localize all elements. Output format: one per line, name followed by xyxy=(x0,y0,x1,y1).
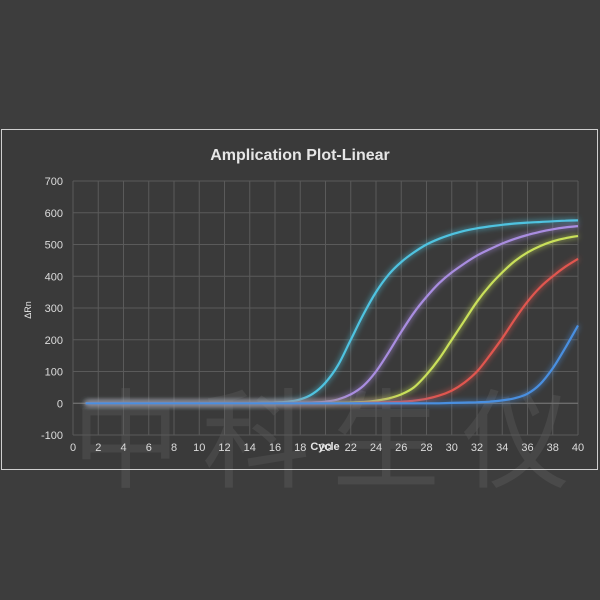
x-tick-label: 34 xyxy=(496,442,508,454)
x-tick-label: 24 xyxy=(370,442,382,454)
x-tick-label: 22 xyxy=(345,442,357,454)
grid-layer xyxy=(72,180,579,436)
x-tick-label: 12 xyxy=(218,442,230,454)
x-tick-label: 32 xyxy=(471,442,483,454)
y-axis-label: ΔRn xyxy=(23,301,33,319)
y-tick-label: 300 xyxy=(45,303,63,315)
series-layer xyxy=(85,219,579,405)
x-tick-label: 20 xyxy=(319,442,331,454)
y-tick-label: 0 xyxy=(57,398,63,410)
x-tick-label: 0 xyxy=(70,442,76,454)
x-tick-label: 2 xyxy=(95,442,101,454)
y-tick-label: 100 xyxy=(45,367,63,379)
x-tick-label: 26 xyxy=(395,442,407,454)
x-tick-label: 28 xyxy=(420,442,432,454)
x-tick-label: 40 xyxy=(572,442,584,454)
y-tick-label: 600 xyxy=(45,208,63,220)
x-tick-label: 10 xyxy=(193,442,205,454)
x-tick-label: 6 xyxy=(146,442,152,454)
x-tick-label: 8 xyxy=(171,442,177,454)
series-line-3 xyxy=(85,234,579,405)
x-tick-label: 18 xyxy=(294,442,306,454)
axis-layer: 0 2 4 6 8 10 12 14 16 18 20 22 24 26 28 30 32 34 36 38 40-10… xyxy=(41,176,584,454)
x-tick-label: 30 xyxy=(446,442,458,454)
amplification-chart: Amplication Plot-Linear 0 2 4 6 8 10 12 14 16 18 2… xyxy=(23,147,584,454)
y-tick-label: 400 xyxy=(45,271,63,283)
x-tick-label: 38 xyxy=(547,442,559,454)
y-tick-label: -100 xyxy=(41,430,63,442)
x-axis-label: Cycle xyxy=(310,441,339,453)
series-line-2 xyxy=(85,225,579,405)
series-line-1 xyxy=(85,219,579,405)
x-tick-label: 4 xyxy=(120,442,126,454)
y-tick-label: 500 xyxy=(45,240,63,252)
chart-frame: 中科生仪 Amplication Plot-Linear 0 2 4 6 8 10 12 14… xyxy=(1,129,598,505)
x-tick-label: 36 xyxy=(521,442,533,454)
chart-title: Amplication Plot-Linear xyxy=(210,147,390,164)
y-tick-label: 700 xyxy=(45,176,63,188)
series-line-5 xyxy=(85,324,579,405)
x-tick-label: 16 xyxy=(269,442,281,454)
x-tick-label: 14 xyxy=(244,442,256,454)
series-line-4 xyxy=(85,257,579,405)
y-tick-label: 200 xyxy=(45,335,63,347)
